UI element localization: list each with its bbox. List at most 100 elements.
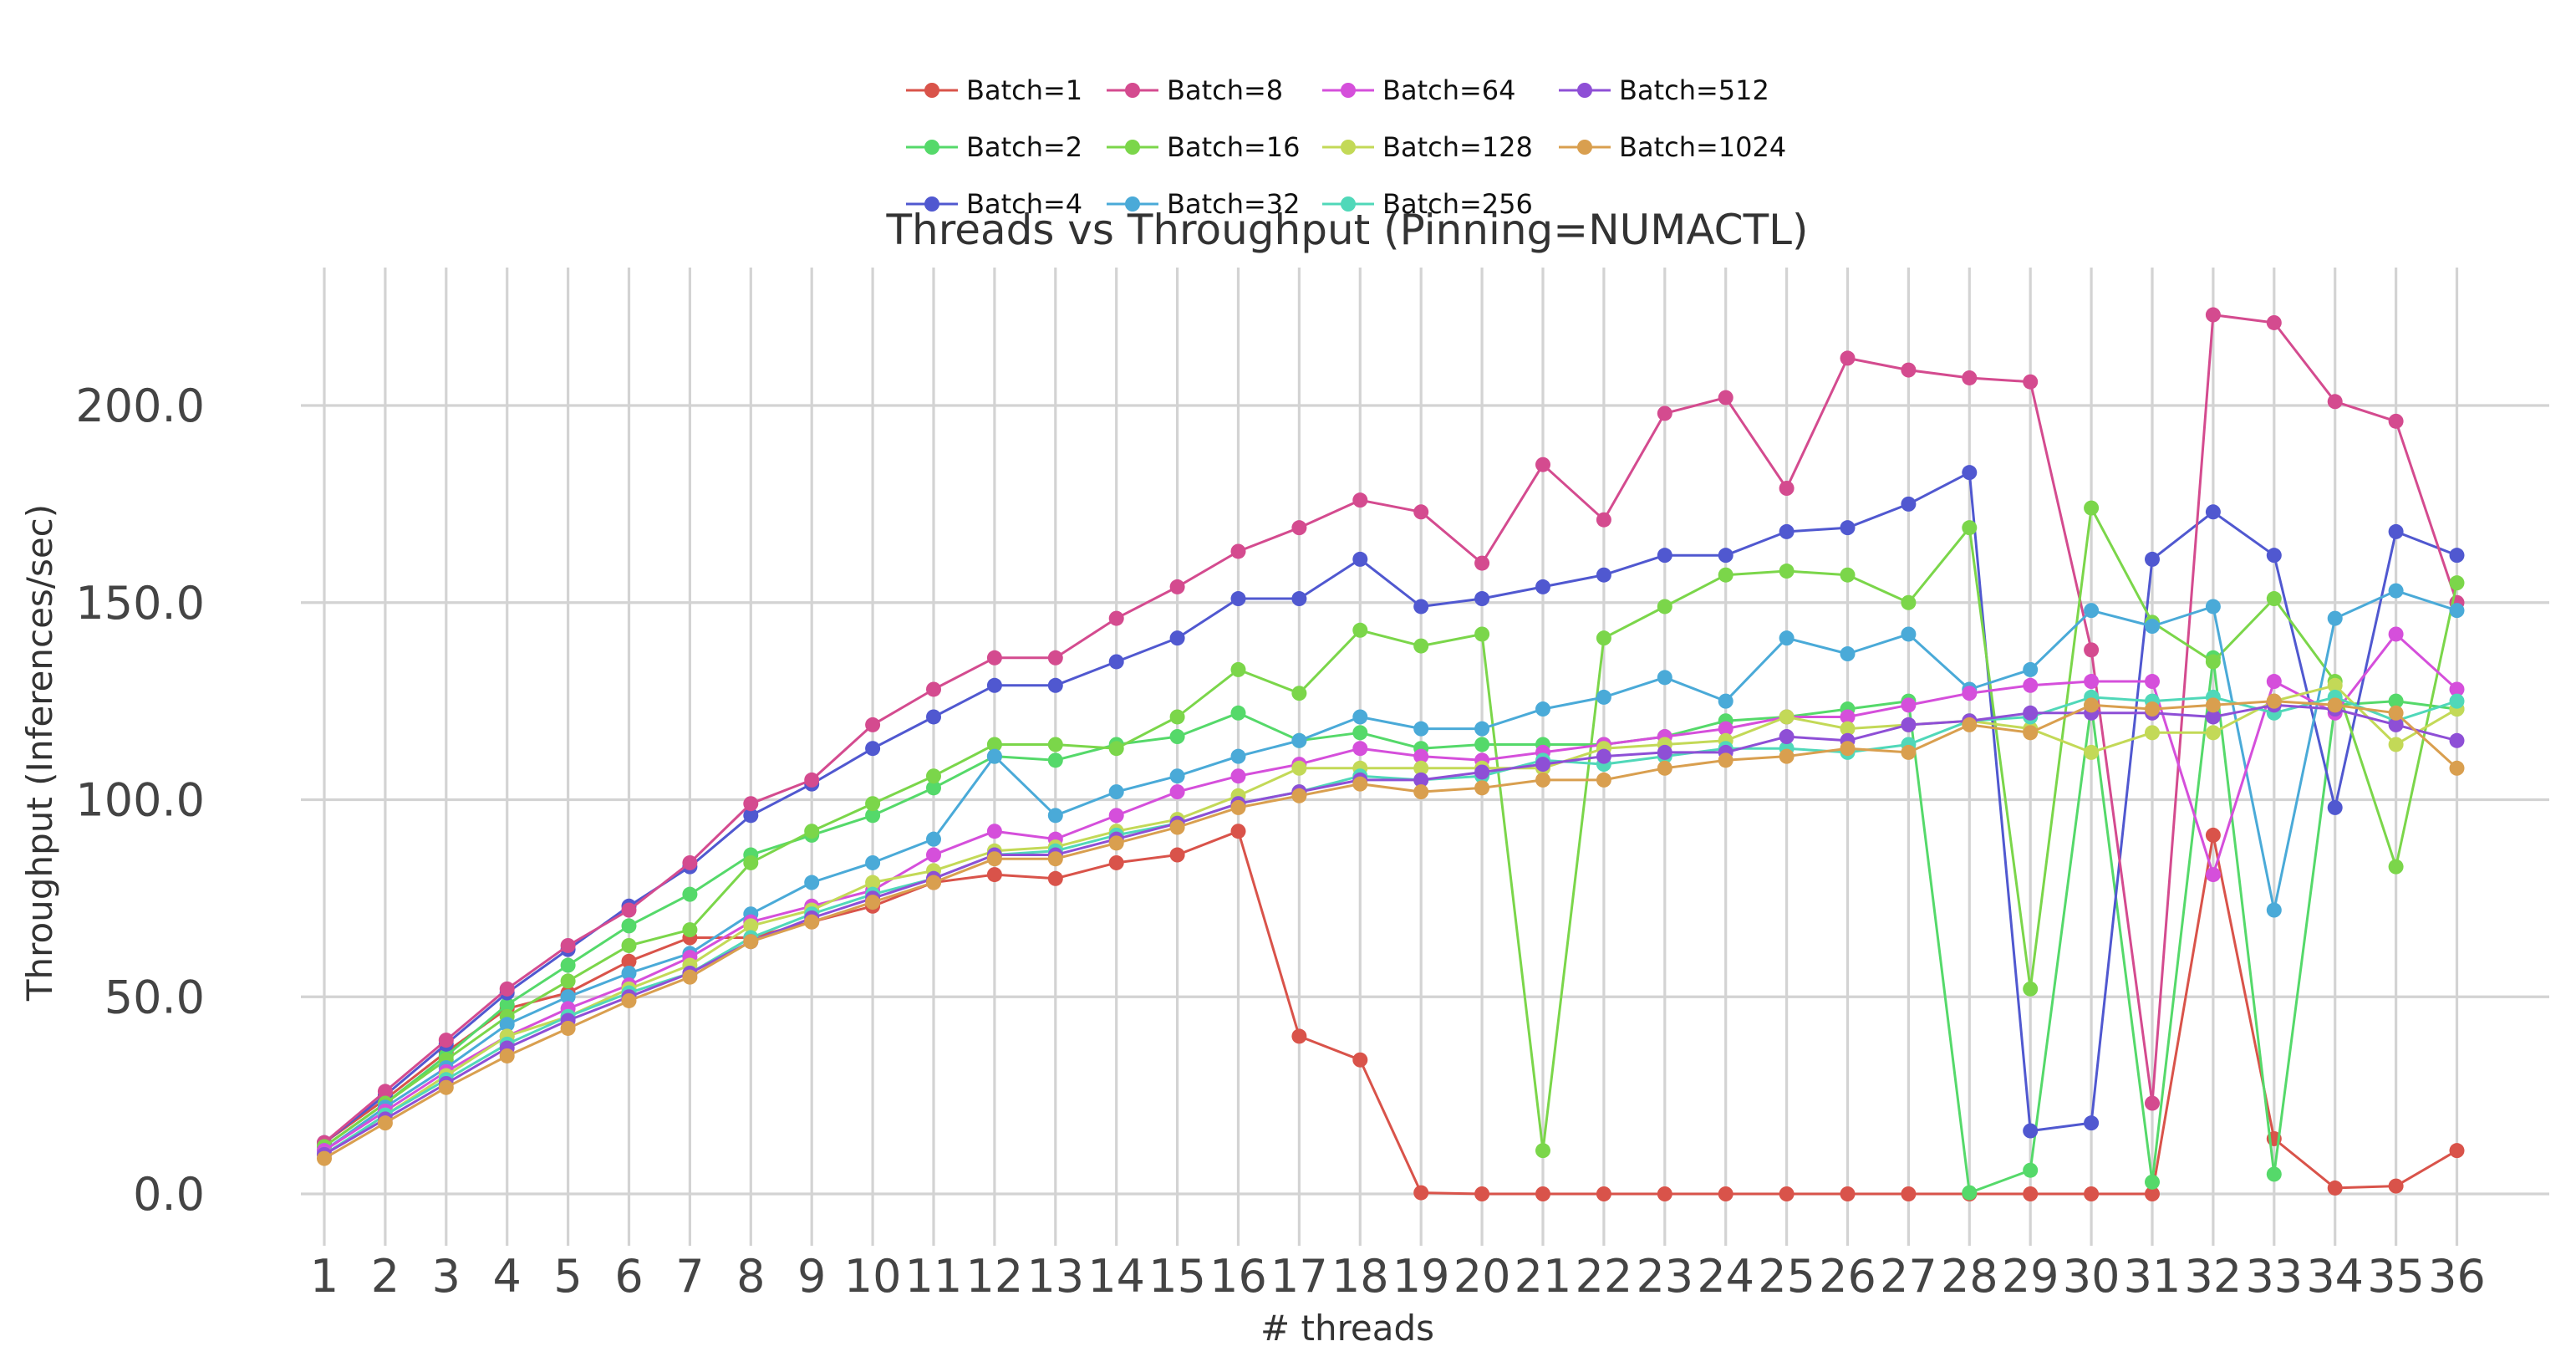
legend-item: Batch=8 [1107,74,1283,106]
series-line [323,703,2457,1156]
series-line [323,829,2458,1196]
data-point [1047,808,1063,824]
data-point [2449,760,2465,776]
data-point [1291,686,1307,701]
data-point [2449,548,2465,564]
data-point [1291,732,1307,748]
data-point [1779,729,1795,745]
data-point [1535,579,1550,594]
data-point [926,709,941,725]
data-point [2023,1186,2039,1201]
data-point [1962,717,1978,732]
data-point [1596,748,1611,764]
data-point [2449,1143,2465,1159]
data-point [682,969,698,985]
data-point [1901,744,1917,760]
data-point [2449,603,2465,619]
data-point [1657,670,1672,686]
legend-swatch-marker [1341,83,1356,98]
data-point [560,989,576,1005]
legend-label: Batch=2 [966,131,1082,163]
data-point [865,895,881,910]
data-point [1535,1186,1550,1201]
data-point [804,914,820,930]
series-batch-8 [317,307,2465,1150]
data-point [1352,709,1368,725]
data-point [2266,548,2282,564]
data-point [1291,760,1307,776]
data-point [1230,705,1246,721]
data-point [2266,674,2282,690]
data-point [2266,314,2282,330]
data-point [2205,697,2221,713]
data-point [986,737,1002,752]
x-tick-label: 5 [553,1250,582,1303]
series-line [323,589,2457,1152]
data-point [2023,661,2039,677]
data-point [1718,548,1733,564]
data-point [2084,603,2100,619]
data-point [1840,721,1856,737]
data-point [2449,575,2465,591]
data-point [1169,784,1185,800]
data-point [2084,744,2100,760]
data-point [1230,824,1246,839]
data-point [2145,701,2160,717]
data-point [2205,654,2221,670]
data-point [1474,555,1490,571]
series-batch-32 [317,583,2465,1159]
data-point [1047,851,1063,867]
data-point [1169,579,1185,594]
legend-item: Batch=2 [906,131,1082,163]
data-point [682,886,698,902]
data-point [2023,677,2039,693]
legend-swatch-marker [924,83,939,98]
data-point [1047,650,1063,666]
legend-swatch-marker [924,140,939,155]
data-point [1352,551,1368,567]
x-tick-label: 13 [1026,1250,1084,1303]
x-tick-label: 24 [1697,1250,1754,1303]
data-point [743,796,759,812]
data-point [560,957,576,973]
x-tick-label: 29 [2002,1250,2059,1303]
data-point [865,808,881,824]
legend-item: Batch=64 [1322,74,1516,106]
data-point [1230,768,1246,784]
data-point [2388,717,2404,732]
data-point [1474,591,1490,607]
y-axis-label: Throughput (Inferences/sec) [19,504,60,1002]
legend-label: Batch=1 [966,74,1082,106]
data-point [743,854,759,870]
x-tick-label: 17 [1270,1250,1328,1303]
legend: Batch=1 Batch=2 Batch=4 Batch=8 Batch=16 Batc… [906,74,1786,220]
data-point [2449,681,2465,697]
data-point [2327,677,2343,693]
x-tick-label: 27 [1880,1250,1937,1303]
data-point [1535,772,1550,788]
data-point [2084,1186,2100,1201]
data-point [2145,1095,2160,1111]
x-tick-label: 32 [2185,1250,2243,1303]
data-point [986,867,1002,883]
data-point [2145,1174,2160,1190]
data-point [2449,693,2465,709]
data-point [1108,784,1124,800]
data-point [1108,835,1124,851]
legend-label: Batch=16 [1167,131,1301,163]
data-point [1901,496,1917,512]
data-point [1230,799,1246,815]
data-point [560,1020,576,1036]
data-point [317,1150,332,1166]
data-point [2205,709,2221,725]
data-point [2145,551,2160,567]
data-point [2023,1123,2039,1139]
x-tick-label: 19 [1392,1250,1450,1303]
x-tick-label: 3 [432,1250,461,1303]
x-tick-label: 9 [797,1250,826,1303]
data-point [1718,693,1733,709]
data-point [438,1033,454,1048]
data-point [1718,1186,1733,1201]
data-point [1230,661,1246,677]
data-point [1474,764,1490,780]
